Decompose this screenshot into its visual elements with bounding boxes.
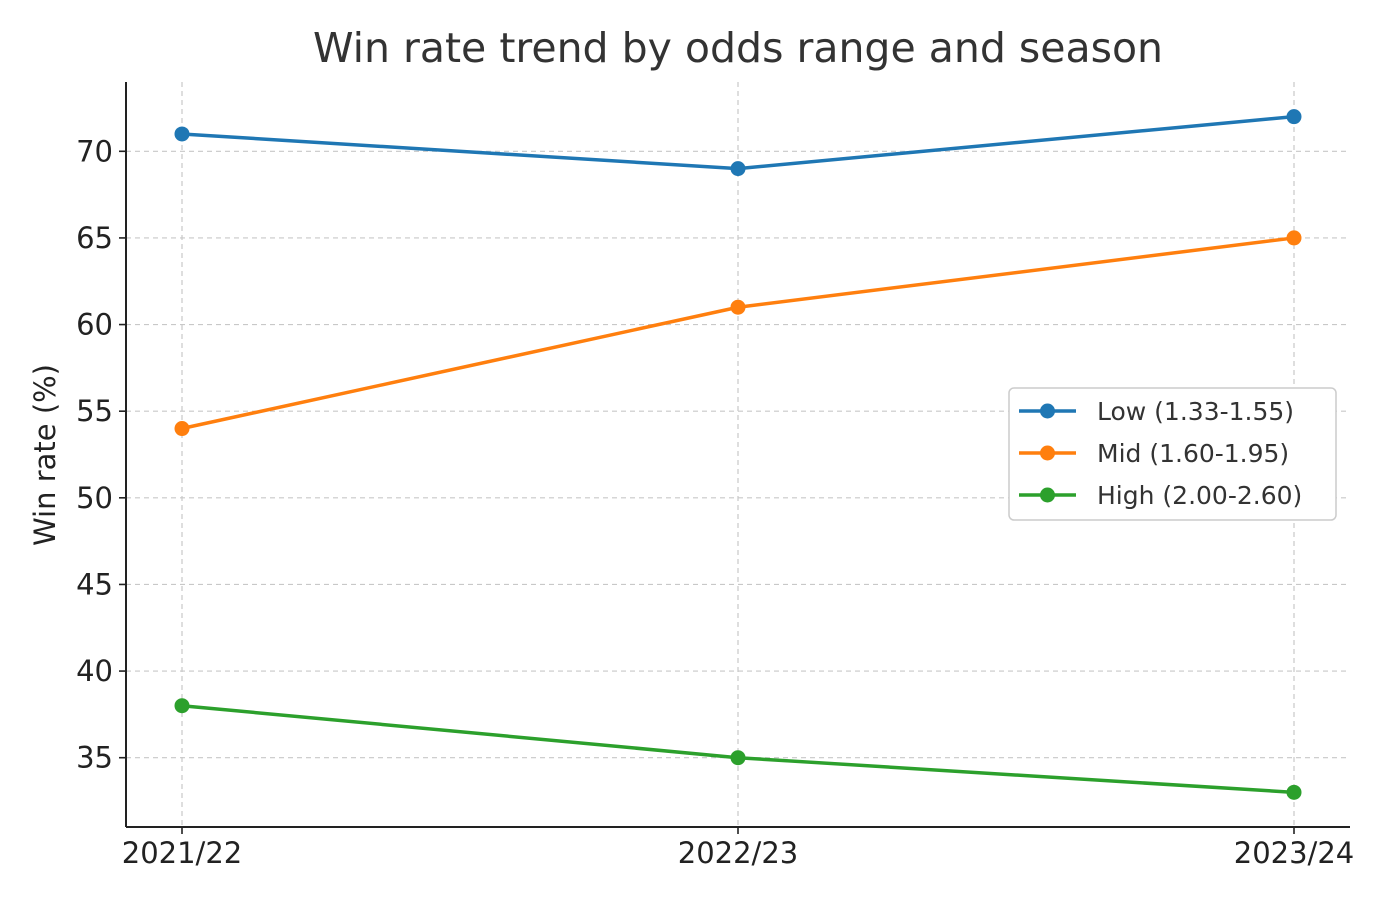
- y-axis-label: Win rate (%): [28, 364, 62, 546]
- data-point: [730, 750, 746, 766]
- y-tick-label: 35: [76, 741, 113, 775]
- x-tick-label: 2022/23: [678, 836, 798, 870]
- data-point: [174, 698, 190, 714]
- y-tick-label: 45: [76, 567, 113, 601]
- chart-title: Win rate trend by odds range and season: [313, 24, 1163, 72]
- legend-box: [1008, 387, 1337, 521]
- legend-label: Mid (1.60-1.95): [1097, 439, 1289, 468]
- x-tick-label: 2021/22: [122, 836, 242, 870]
- data-point: [1286, 230, 1302, 246]
- legend-marker: [1040, 487, 1055, 503]
- data-point: [174, 421, 190, 437]
- y-tick-label: 40: [76, 654, 113, 688]
- y-tick-label: 65: [76, 221, 113, 255]
- x-tick-label: 2023/24: [1234, 836, 1354, 870]
- data-point: [1286, 109, 1302, 125]
- data-points: [174, 109, 1302, 800]
- series-line: [180, 114, 1296, 171]
- y-tick-label: 70: [76, 134, 113, 168]
- legend: Low (1.33-1.55) Mid (1.60-1.95) High (2.00…: [1008, 387, 1337, 521]
- data-point: [174, 126, 190, 142]
- legend-label: High (2.00-2.60): [1097, 481, 1302, 510]
- y-tick-label: 55: [76, 394, 113, 428]
- y-tick-label: 50: [76, 481, 113, 515]
- legend-label: Low (1.33-1.55): [1097, 397, 1294, 426]
- data-point: [1286, 784, 1302, 800]
- data-point: [730, 161, 746, 177]
- legend-items: Low (1.33-1.55) Mid (1.60-1.95) High (2.00…: [1019, 397, 1302, 510]
- legend-marker: [1040, 445, 1055, 461]
- y-tick-label: 60: [76, 308, 113, 342]
- data-point: [730, 299, 746, 315]
- axis-ticks: 35 40 45 50 55 60 65 70 2021/22 2022/23 2023/24: [76, 134, 1354, 870]
- legend-marker: [1040, 403, 1055, 419]
